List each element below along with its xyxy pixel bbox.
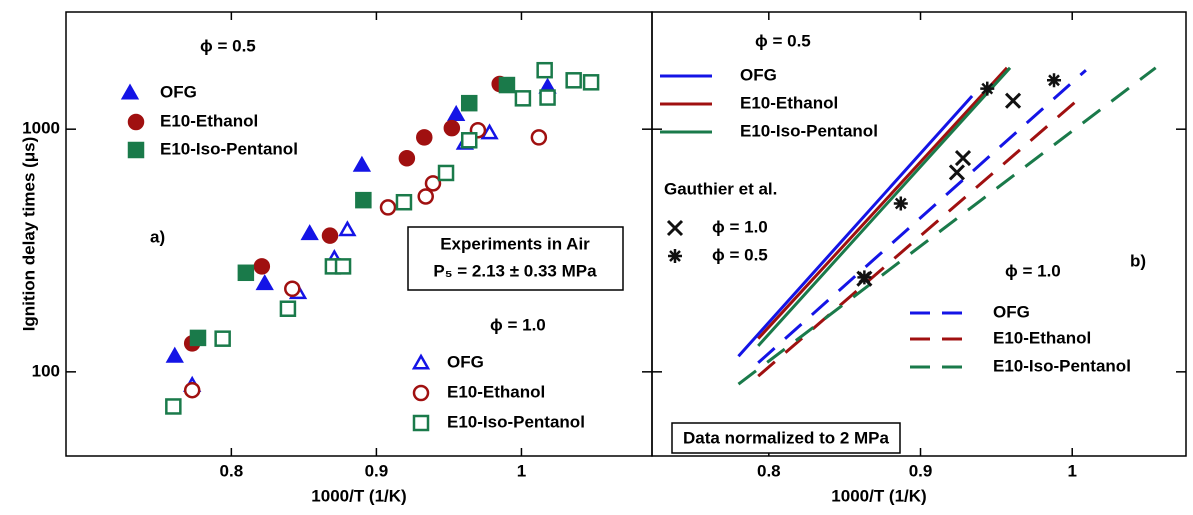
- marker: [300, 224, 319, 241]
- marker: [539, 89, 556, 106]
- marker: [536, 61, 553, 79]
- y-tick-label: 1000: [22, 119, 60, 138]
- legend-marker: [127, 113, 145, 131]
- legend-label: E10-Iso-Pentanol: [160, 139, 298, 158]
- marker: [480, 123, 499, 140]
- marker: [514, 90, 532, 107]
- marker: [530, 129, 548, 146]
- x-tick-label: 1: [1067, 461, 1076, 480]
- annotation: ϕ = 0.5: [200, 36, 256, 55]
- legend-label: E10-Iso-Pentanol: [740, 121, 878, 140]
- marker: [954, 150, 972, 167]
- legend-label: OFG: [447, 352, 484, 371]
- marker: [214, 330, 231, 347]
- legend-label: E10-Ethanol: [160, 111, 258, 130]
- annotation-box: [407, 226, 624, 291]
- legend-label: OFG: [993, 302, 1030, 321]
- plot-frame: [651, 11, 1187, 457]
- marker: [338, 220, 357, 237]
- x-tick-label: 0.8: [220, 461, 244, 480]
- marker: [183, 381, 201, 399]
- marker: [379, 199, 397, 216]
- marker: [893, 196, 908, 211]
- series-line: [757, 66, 1012, 347]
- annotation: P₅ = 2.13 ± 0.33 MPa: [433, 261, 597, 280]
- marker: [255, 274, 274, 291]
- legend-label: E10-Iso-Pentanol: [993, 356, 1131, 375]
- legend-marker: [412, 414, 430, 432]
- marker: [237, 264, 255, 282]
- marker: [460, 132, 478, 149]
- x-tick-label: 0.8: [757, 461, 781, 480]
- marker: [447, 104, 466, 121]
- marker: [460, 94, 478, 112]
- legend-label: ϕ = 1.0: [712, 217, 768, 236]
- legend-label: E10-Ethanol: [447, 382, 545, 401]
- marker: [417, 188, 434, 205]
- marker: [424, 175, 442, 192]
- marker: [189, 329, 207, 347]
- annotation: ϕ = 1.0: [490, 315, 546, 334]
- marker: [857, 270, 872, 285]
- panel-label: b): [1130, 251, 1146, 270]
- marker: [352, 155, 372, 172]
- marker: [355, 191, 372, 209]
- marker: [253, 258, 271, 275]
- marker: [498, 76, 516, 94]
- x-axis-label: 1000/T (1/K): [311, 486, 406, 505]
- series-line: [757, 66, 1009, 340]
- legend-label: ϕ = 0.5: [712, 245, 768, 264]
- x-axis-label: 1000/T (1/K): [831, 486, 926, 505]
- marker: [334, 258, 352, 275]
- marker: [279, 300, 297, 317]
- annotation-box: [671, 422, 901, 454]
- series-line: [757, 69, 1087, 364]
- marker: [321, 227, 339, 244]
- y-tick-label: 100: [32, 361, 60, 380]
- marker: [565, 72, 582, 89]
- series-line: [737, 94, 974, 358]
- marker: [582, 74, 600, 91]
- annotation: ϕ = 0.5: [755, 31, 811, 50]
- marker: [980, 81, 995, 96]
- marker: [284, 280, 301, 298]
- legend-label: E10-Ethanol: [993, 328, 1091, 347]
- legend-label: OFG: [160, 82, 197, 101]
- x-tick-label: 0.9: [365, 461, 389, 480]
- panel-label: a): [150, 227, 165, 246]
- marker: [443, 119, 461, 137]
- marker: [398, 149, 416, 167]
- marker: [1047, 73, 1062, 88]
- legend-label: E10-Ethanol: [740, 93, 838, 112]
- annotation: Gauthier et al.: [664, 179, 777, 198]
- legend-label: E10-Iso-Pentanol: [447, 412, 585, 431]
- x-tick-label: 0.9: [909, 461, 933, 480]
- legend-marker: [412, 384, 430, 402]
- marker: [395, 193, 413, 211]
- marker: [165, 398, 182, 415]
- marker: [1004, 92, 1022, 109]
- legend-marker: [666, 219, 684, 237]
- marker: [416, 129, 433, 146]
- legend-marker: [120, 83, 140, 100]
- annotation: ϕ = 1.0: [1005, 261, 1061, 280]
- y-axis-label: Ignition delay times (μs): [19, 137, 38, 332]
- annotation: Data normalized to 2 MPa: [683, 428, 889, 447]
- legend-marker: [668, 249, 682, 263]
- marker: [437, 164, 455, 182]
- legend-label: OFG: [740, 65, 777, 84]
- x-tick-label: 1: [517, 461, 526, 480]
- series-line: [737, 66, 1157, 386]
- legend-marker: [127, 141, 145, 159]
- legend-marker: [411, 353, 431, 370]
- marker: [948, 164, 965, 181]
- marker: [165, 346, 184, 363]
- annotation: Experiments in Air: [440, 234, 590, 253]
